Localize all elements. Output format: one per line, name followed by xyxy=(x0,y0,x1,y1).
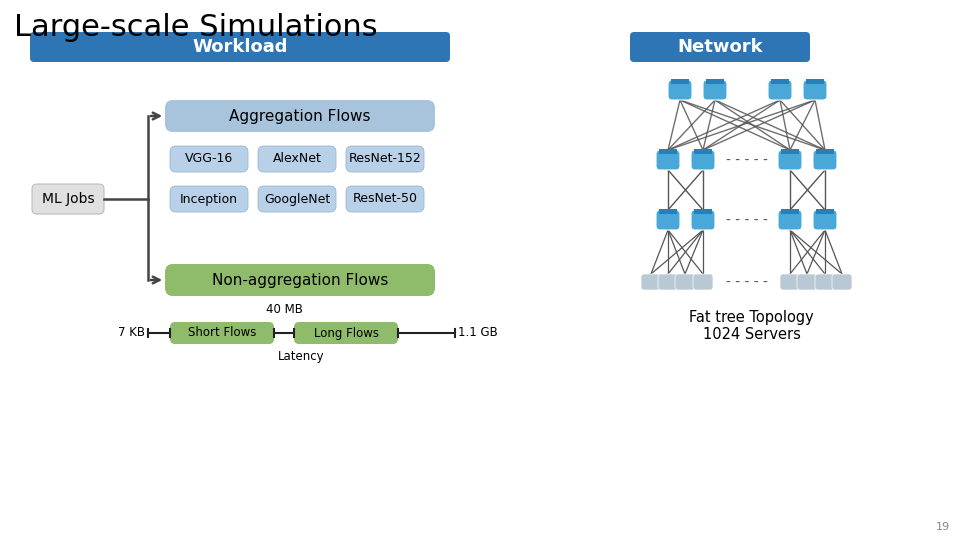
FancyBboxPatch shape xyxy=(165,264,435,296)
Bar xyxy=(793,209,799,214)
Bar xyxy=(818,79,824,84)
Text: Network: Network xyxy=(677,38,763,56)
FancyBboxPatch shape xyxy=(346,146,424,172)
Bar xyxy=(828,149,834,154)
FancyBboxPatch shape xyxy=(693,274,713,290)
FancyBboxPatch shape xyxy=(797,274,817,290)
FancyBboxPatch shape xyxy=(294,322,398,344)
FancyBboxPatch shape xyxy=(668,80,692,100)
Bar xyxy=(700,209,706,214)
Bar xyxy=(783,79,789,84)
Text: - - - - -: - - - - - xyxy=(726,275,767,289)
FancyBboxPatch shape xyxy=(813,210,837,230)
Bar xyxy=(694,209,700,214)
Bar xyxy=(671,209,677,214)
Text: Aggregation Flows: Aggregation Flows xyxy=(229,109,371,124)
Text: ML Jobs: ML Jobs xyxy=(41,192,94,206)
FancyBboxPatch shape xyxy=(170,146,248,172)
Text: 40 MB: 40 MB xyxy=(266,303,302,316)
Bar xyxy=(771,79,777,84)
Bar xyxy=(706,209,712,214)
FancyBboxPatch shape xyxy=(346,186,424,212)
FancyBboxPatch shape xyxy=(691,210,715,230)
FancyBboxPatch shape xyxy=(170,186,248,212)
Bar xyxy=(665,149,671,154)
Bar xyxy=(781,209,787,214)
FancyBboxPatch shape xyxy=(258,146,336,172)
Bar xyxy=(828,209,834,214)
Text: Latency: Latency xyxy=(278,350,324,363)
Text: Large-scale Simulations: Large-scale Simulations xyxy=(14,13,377,42)
Text: 7 KB: 7 KB xyxy=(118,327,145,340)
FancyBboxPatch shape xyxy=(656,210,680,230)
FancyBboxPatch shape xyxy=(675,274,695,290)
FancyBboxPatch shape xyxy=(165,100,435,132)
FancyBboxPatch shape xyxy=(768,80,792,100)
Text: Short Flows: Short Flows xyxy=(188,327,256,340)
Text: 19: 19 xyxy=(936,522,950,532)
Text: Fat tree Topology
1024 Servers: Fat tree Topology 1024 Servers xyxy=(689,310,814,342)
Text: ResNet-50: ResNet-50 xyxy=(352,192,418,206)
Bar xyxy=(806,79,812,84)
FancyBboxPatch shape xyxy=(658,274,678,290)
Bar xyxy=(787,209,793,214)
Bar xyxy=(812,79,818,84)
Bar xyxy=(671,149,677,154)
FancyBboxPatch shape xyxy=(32,184,104,214)
Text: VGG-16: VGG-16 xyxy=(185,152,233,165)
Bar xyxy=(659,209,665,214)
FancyBboxPatch shape xyxy=(691,150,715,170)
Bar xyxy=(816,209,822,214)
Text: 1.1 GB: 1.1 GB xyxy=(458,327,497,340)
FancyBboxPatch shape xyxy=(656,150,680,170)
Bar xyxy=(683,79,689,84)
Bar xyxy=(659,149,665,154)
FancyBboxPatch shape xyxy=(170,322,274,344)
FancyBboxPatch shape xyxy=(778,210,802,230)
FancyBboxPatch shape xyxy=(778,150,802,170)
Bar xyxy=(665,209,671,214)
Text: - - - - -: - - - - - xyxy=(726,213,767,227)
FancyBboxPatch shape xyxy=(813,150,837,170)
FancyBboxPatch shape xyxy=(703,80,727,100)
Bar xyxy=(677,79,683,84)
Bar xyxy=(822,149,828,154)
Text: Non-aggregation Flows: Non-aggregation Flows xyxy=(212,273,388,287)
Bar xyxy=(781,149,787,154)
Text: AlexNet: AlexNet xyxy=(273,152,322,165)
Bar xyxy=(793,149,799,154)
Text: ResNet-152: ResNet-152 xyxy=(348,152,421,165)
FancyBboxPatch shape xyxy=(30,32,450,62)
Bar xyxy=(671,79,677,84)
Bar xyxy=(700,149,706,154)
Bar xyxy=(777,79,783,84)
Bar xyxy=(694,149,700,154)
Bar xyxy=(706,79,712,84)
FancyBboxPatch shape xyxy=(258,186,336,212)
Bar xyxy=(816,149,822,154)
FancyBboxPatch shape xyxy=(780,274,800,290)
Text: - - - - -: - - - - - xyxy=(726,153,767,167)
Text: Workload: Workload xyxy=(192,38,288,56)
Bar xyxy=(787,149,793,154)
FancyBboxPatch shape xyxy=(803,80,827,100)
Text: GoogleNet: GoogleNet xyxy=(264,192,330,206)
FancyBboxPatch shape xyxy=(630,32,810,62)
Text: Inception: Inception xyxy=(180,192,238,206)
Bar xyxy=(706,149,712,154)
Bar xyxy=(718,79,724,84)
FancyBboxPatch shape xyxy=(641,274,661,290)
Bar xyxy=(822,209,828,214)
FancyBboxPatch shape xyxy=(815,274,835,290)
Text: Long Flows: Long Flows xyxy=(314,327,378,340)
FancyBboxPatch shape xyxy=(832,274,852,290)
Bar xyxy=(712,79,718,84)
